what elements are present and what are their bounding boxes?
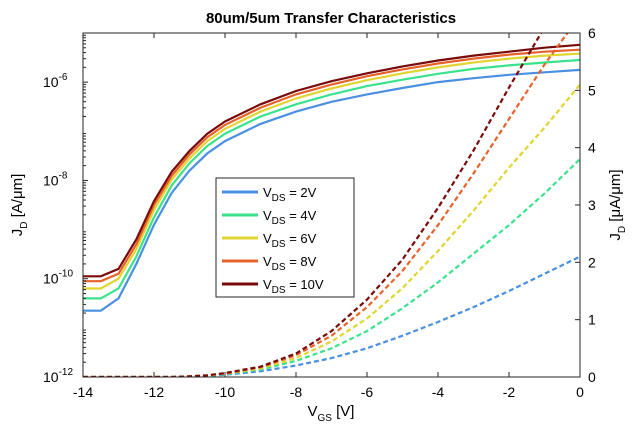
chart-title: 80um/5um Transfer Characteristics <box>206 10 456 27</box>
linear-series-line-5 <box>83 33 543 377</box>
x-tick-label: -10 <box>215 384 235 400</box>
y-right-tick-label: 1 <box>588 312 596 328</box>
y-right-axis-ticks: 0 1 2 3 4 5 6 <box>575 25 596 385</box>
legend-label-2: VDS = 4V <box>263 208 317 227</box>
log-series-group <box>83 43 580 312</box>
y-right-tick-label: 3 <box>588 197 596 213</box>
y-left-tick-label: 10-6 <box>43 72 68 90</box>
y-left-tick-label: 10-10 <box>43 269 73 287</box>
y-left-tick-label: 10-12 <box>43 367 73 385</box>
log-series-line-5 <box>83 43 580 278</box>
legend-label-3: VDS = 6V <box>263 231 317 250</box>
legend-label-1: VDS = 2V <box>263 185 317 204</box>
y-right-tick-label: 6 <box>588 25 596 41</box>
y-right-tick-label: 4 <box>588 140 596 156</box>
x-tick-label: -4 <box>432 384 445 400</box>
legend-label-4: VDS = 8V <box>263 254 317 273</box>
x-tick-label: -12 <box>144 384 164 400</box>
y-right-axis-label: JD [μA/μm] <box>607 169 628 240</box>
y-right-tick-label: 2 <box>588 254 596 270</box>
log-series-line-4 <box>83 48 580 283</box>
log-series-line-3 <box>83 52 580 290</box>
y-right-tick-label: 0 <box>588 369 596 385</box>
x-axis-ticks: -14 -12 -10 -8 -6 -4 -2 0 <box>73 33 584 400</box>
x-tick-label: -8 <box>290 384 303 400</box>
legend-label-5: VDS = 10V <box>263 277 324 296</box>
linear-series-line-1 <box>83 255 580 377</box>
y-left-axis-ticks: 10-12 10-10 10-8 10-6 <box>43 34 88 385</box>
y-left-tick-label: 10-8 <box>43 170 68 188</box>
y-right-tick-label: 5 <box>588 82 596 98</box>
x-axis-label: VGS [V] <box>308 403 355 424</box>
log-series-line-2 <box>83 58 580 300</box>
log-series-line-1 <box>83 68 580 312</box>
x-tick-label: -6 <box>361 384 374 400</box>
x-tick-label: -2 <box>503 384 516 400</box>
x-tick-label: -14 <box>73 384 93 400</box>
x-tick-label: 0 <box>576 384 584 400</box>
y-left-axis-label: JD [A/μm] <box>9 174 30 237</box>
linear-series-group <box>83 33 580 377</box>
legend: VDS = 2V VDS = 4V VDS = 6V VDS = 8V VDS = 10… <box>215 177 355 298</box>
